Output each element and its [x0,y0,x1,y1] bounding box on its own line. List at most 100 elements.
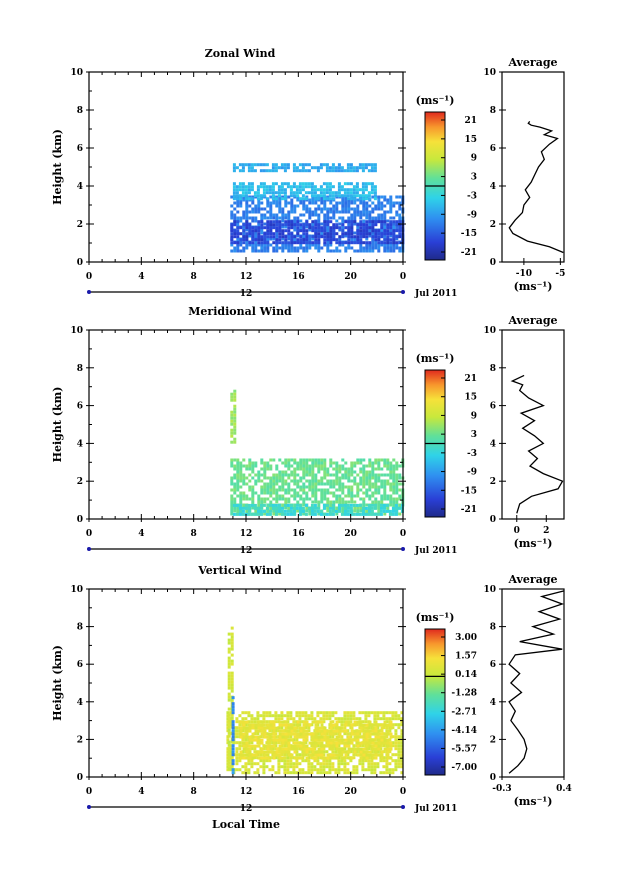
heatmap-cell [230,680,234,684]
heatmap-cell [346,771,350,775]
heatmap-cell [256,197,260,201]
heatmap-cell [364,194,368,198]
heatmap-cell [350,485,354,489]
heatmap-cell [389,720,393,724]
heatmap-cell [367,191,371,195]
heatmap-cell [326,195,330,199]
heatmap-cell [326,228,330,232]
heatmap-cell [377,491,381,495]
heatmap-cell [272,738,276,742]
heatmap-cell [266,210,270,214]
heatmap-cell [400,750,404,754]
heatmap-cell [383,491,387,495]
heatmap-cell [379,509,383,513]
heatmap-cell [239,216,243,220]
heatmap-cell [284,479,288,483]
heatmap-cell [329,249,333,253]
heatmap-cell [275,216,279,220]
heatmap-cell [233,232,237,236]
heatmap-cell [338,226,342,230]
heatmap-cell [301,771,305,775]
heatmap-cell [368,738,372,742]
heatmap-cell [310,194,314,198]
heatmap-cell [284,470,288,474]
heatmap-cell [397,741,401,745]
heatmap-cell [248,458,252,462]
heatmap-cell [319,185,323,189]
heatmap-cell [233,467,237,471]
heatmap-cell [235,717,239,721]
heatmap-cell [400,771,404,775]
heatmap-cell [350,488,354,492]
heatmap-cell [245,204,249,208]
heatmap-cell [235,729,239,733]
heatmap-cell [269,720,273,724]
heatmap-cell [380,216,384,220]
heatmap-cell [326,210,330,214]
heatmap-cell [329,723,333,727]
heatmap-cell [229,747,233,751]
heatmap-cell [395,210,399,214]
heatmap-cell [338,485,342,489]
heatmap-cell [377,204,381,208]
heatmap-cell [248,243,252,247]
heatmap-cell [313,747,317,751]
heatmap-cell [281,476,285,480]
heatmap-cell [292,182,296,186]
heatmap-cell [278,723,282,727]
heatmap-cell [395,473,399,477]
heatmap-cell [293,488,297,492]
heatmap-cell [272,750,276,754]
heatmap-cell [377,195,381,199]
heatmap-cell [302,741,306,745]
heatmap-cell [322,720,326,724]
heatmap-cell [349,506,353,510]
heatmap-cell [362,738,366,742]
heatmap-cell [343,717,347,721]
heatmap-cell [377,246,381,250]
heatmap-cell [311,732,315,736]
x-tick-label: 20 [344,787,357,797]
heatmap-cell [295,753,299,757]
heatmap-cell [277,768,281,772]
heatmap-cell [367,765,371,769]
heatmap-cell [310,191,314,195]
heatmap-cell [227,650,231,654]
heatmap-cell [241,512,245,516]
heatmap-cell [289,506,293,510]
heatmap-cell [241,194,245,198]
heatmap-cell [320,732,324,736]
heatmap-cell [281,219,285,223]
heatmap-cell [262,711,266,715]
heatmap-cell [341,207,345,211]
heatmap-cell [335,753,339,757]
heatmap-cell [257,735,261,739]
heatmap-cell [308,237,312,241]
colorbar-tick-label: -4.14 [451,726,477,736]
heatmap-cell [272,216,276,220]
heatmap-cell [302,747,306,751]
heatmap-cell [289,711,293,715]
heatmap-cell [298,191,302,195]
heatmap-cell [257,494,261,498]
heatmap-cell [233,223,237,227]
heatmap-cell [230,488,234,492]
heatmap-cell [247,714,251,718]
heatmap-cell [374,461,378,465]
heatmap-cell [230,671,234,675]
heatmap-cell [248,473,252,477]
heatmap-cell [298,711,302,715]
heatmap-cell [352,717,356,721]
heatmap-cell [358,762,362,766]
heatmap-cell [242,238,246,242]
heatmap-cell [269,232,273,236]
heatmap-cell [371,470,375,474]
heatmap-cell [319,765,323,769]
heatmap-cell [235,503,239,507]
heatmap-cell [226,711,230,715]
heatmap-cell [292,191,296,195]
heatmap-cell [352,194,356,198]
heatmap-cell [289,735,293,739]
heatmap-cell [290,223,294,227]
heatmap-cell [365,747,369,751]
